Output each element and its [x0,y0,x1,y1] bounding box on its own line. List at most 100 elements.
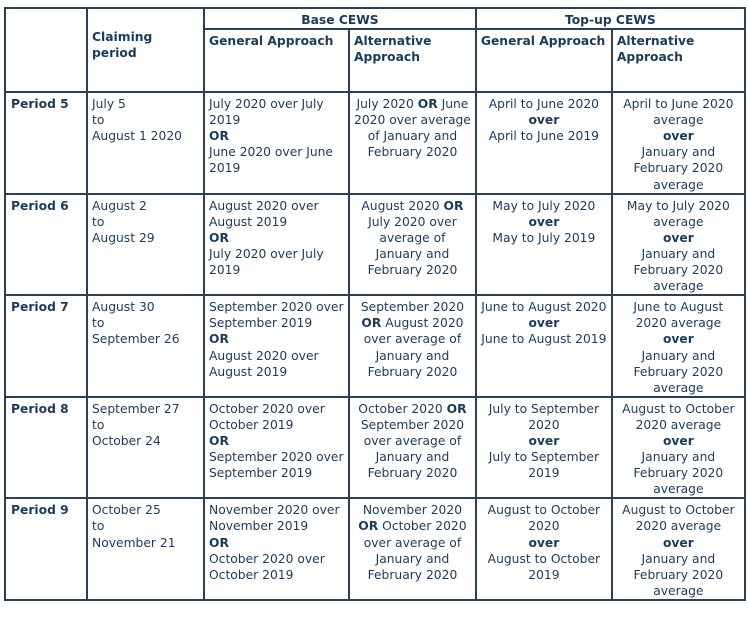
cell-line: to [92,214,105,229]
topup-alternative-cell: August to October 2020 average over January… [610,395,746,500]
cell-line: OR October 2020 [358,519,467,534]
cell-line: August 2019 [209,364,288,379]
cell-line: July 5 [92,97,126,112]
cell-line: average [653,279,704,294]
cell-line: 2019 [209,161,241,176]
cell-line: over average of [363,535,462,550]
cell-line: average [653,583,704,598]
cell-line: August 2 [92,198,147,213]
cell-line: September 2020 over [209,300,344,315]
header-row-approaches: General Approach Alternative Approach Ge… [5,28,746,94]
cell-line: July 2020 over July [209,97,324,112]
cell-line: over [662,129,694,144]
base-alternative-cell: September 2020 OR August 2020 over average… [348,294,477,398]
cell-line: July to September [488,401,599,416]
cell-line: October 25 [92,503,161,518]
cell-line: to [92,417,105,432]
cell-line: September 2019 [209,466,313,481]
base-alternative-cell: October 2020 OR September 2020 over averag… [348,395,477,500]
cell-line: 2019 [528,466,560,481]
cell-line: September 2019 [209,316,313,331]
cell-line: average of [379,230,446,245]
topup-general-cell: July to September 2020 over July to Septemb… [474,395,613,500]
topup-alternative-cell: August to October 2020 average over January… [610,497,746,601]
cell-line: to [92,113,105,128]
cell-line: February 2020 [367,145,458,160]
cell-line: over [528,433,560,448]
cell-line: October 2019 [209,417,294,432]
cell-line: April to June 2020 [488,97,599,112]
cell-line: August 2020 OR [361,198,464,213]
cell-line: January and [641,246,716,261]
cell-line: July 2020 over July [209,246,324,261]
cell-line: October 2020 over [209,401,325,416]
base-general-cell: August 2020 over August 2019 OR July 2020 o… [203,192,350,297]
period-label-cell: Period 5 [4,91,88,195]
period-label-cell: Period 8 [4,395,88,500]
cell-line: July 2020 over [368,214,457,229]
cell-line: of January and [367,129,458,144]
cell-line: May to July 2020 [492,198,596,213]
cell-line: October 2020 over [209,551,325,566]
cell-line: average [653,177,704,192]
cell-line: October 24 [92,433,161,448]
cell-line: over [528,214,560,229]
cell-line: February 2020 [367,466,458,481]
period-label-cell: Period 9 [4,497,88,601]
base-general-cell: July 2020 over July 2019 OR June 2020 over … [203,91,350,195]
header-topup-cews: Top-up CEWS [474,6,746,31]
cell-line: 2020 [528,519,560,534]
cell-line: over [528,113,560,128]
cell-line: June to August 2019 [481,332,607,347]
topup-general-cell: June to August 2020 over June to August 20… [474,294,613,398]
cell-line: over average of [363,433,462,448]
cell-line: August 2019 [209,214,288,229]
cell-line: OR [209,433,229,448]
table-row: Period 5 July 5 to August 1 2020 July 2020 o… [4,91,746,195]
cell-line: August to October [622,401,735,416]
period-label-cell: Period 6 [4,192,88,297]
cell-line: November 2020 [362,503,463,518]
claiming-period-cell: August 2 to August 29 [86,192,205,297]
cell-line: January and [375,551,450,566]
table-row: Period 8 September 27 to October 24 October … [4,395,746,500]
cell-line: October 2019 [209,567,294,582]
cell-line: February 2020 [633,161,724,176]
topup-general-cell: May to July 2020 over May to July 2019 [474,192,613,297]
cell-line: February 2020 [367,263,458,278]
header-topup-alternative: Alternative Approach [610,28,746,94]
cell-line: 2020 [528,417,560,432]
cell-line: May to July 2020 [626,198,730,213]
cell-line: OR [209,535,229,550]
cell-line: average [653,214,704,229]
cell-line: OR [209,332,229,347]
cews-table-container: Claiming period Base CEWS Top-up CEWS Ge… [4,6,746,601]
cell-line: June 2020 over June [209,145,334,160]
topup-alternative-cell: April to June 2020 average over January and… [610,91,746,195]
header-topup-general: General Approach [474,28,613,94]
cews-periods-table: Claiming period Base CEWS Top-up CEWS Ge… [4,6,746,601]
cell-line: November 2019 [209,519,309,534]
cell-line: average [653,113,704,128]
cell-line: to [92,519,105,534]
cell-line: August 30 [92,300,155,315]
cell-line: July 2020 OR June [356,97,469,112]
cell-line: 2020 average [635,316,722,331]
cell-line: November 2020 over [209,503,340,518]
topup-alternative-cell: June to August 2020 average over January an… [610,294,746,398]
cell-line: February 2020 [367,567,458,582]
base-general-cell: September 2020 over September 2019 OR Augus… [203,294,350,398]
table-body: Period 5 July 5 to August 1 2020 July 2020 o… [4,91,746,601]
cell-line: June to August [633,300,724,315]
cell-line: September 27 [92,401,180,416]
cell-line: January and [375,246,450,261]
cell-line: to [92,316,105,331]
table-row: Period 6 August 2 to August 29 August 2020 o… [4,192,746,297]
cell-line: August 29 [92,230,155,245]
base-general-cell: November 2020 over November 2019 OR October… [203,497,350,601]
cell-line: OR [209,129,229,144]
claiming-period-cell: October 25 to November 21 [86,497,205,601]
table-row: Period 9 October 25 to November 21 November … [4,497,746,601]
header-empty-cell [4,6,88,94]
claiming-period-cell: July 5 to August 1 2020 [86,91,205,195]
